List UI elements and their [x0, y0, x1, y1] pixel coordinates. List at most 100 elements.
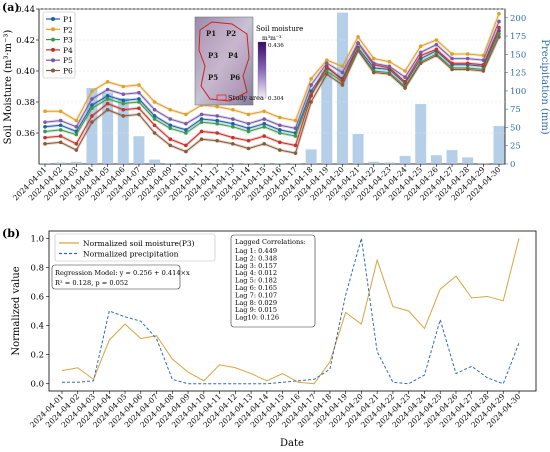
y-tick-label: 0.0 [30, 380, 44, 390]
series-point-p6 [371, 70, 376, 75]
precipitation-bar [446, 150, 458, 164]
series-point-p2 [418, 44, 423, 48]
series-point-p2 [215, 104, 220, 109]
lagged-correlation-line: Lag10: 0.126 [235, 314, 279, 322]
precipitation-bar [368, 161, 380, 164]
panel-b-x-axis-label: Date [280, 438, 304, 449]
right-y-tick-label: 150 [510, 50, 526, 60]
series-point-p6 [168, 143, 173, 148]
series-point-p2 [309, 76, 313, 81]
series-point-p4 [168, 137, 173, 141]
series-point-p2 [324, 58, 329, 62]
right-y-tick-label: 100 [510, 87, 526, 97]
series-point-p1 [43, 125, 47, 129]
series-point-p6 [293, 151, 298, 155]
series-point-p1 [58, 123, 63, 128]
series-point-p5 [137, 90, 141, 95]
legend-label-p5: P5 [63, 56, 73, 65]
series-point-p3 [121, 101, 126, 106]
precipitation-bar [430, 155, 442, 164]
legend-marker-p6 [51, 68, 55, 73]
series-point-p4 [246, 138, 251, 143]
series-point-p5 [434, 42, 439, 47]
precipitation-bar [133, 136, 145, 164]
series-point-p6 [418, 61, 423, 66]
series-point-p3 [231, 125, 235, 129]
series-point-p2 [184, 112, 188, 117]
lagged-correlation-line: Lag 4: 0.012 [235, 269, 277, 277]
series-point-p5 [450, 56, 454, 61]
series-point-p2 [497, 11, 501, 16]
series-point-p1 [371, 66, 376, 70]
series-point-p3 [168, 126, 173, 131]
precipitation-bar [196, 163, 208, 164]
series-point-p6 [309, 100, 313, 104]
legend-label-p4: P4 [63, 46, 73, 55]
lagged-correlation-line: Lag 2: 0.348 [235, 254, 277, 262]
series-point-p4 [450, 61, 454, 66]
series-line-p3 [44, 33, 500, 137]
precipitation-bar [211, 163, 223, 164]
right-y-tick-label: 75 [510, 105, 521, 115]
series-point-p2 [293, 118, 298, 123]
series-line-p5 [44, 21, 500, 129]
series-point-p3 [152, 117, 157, 121]
panel-b: (b) 0.0 0.2 0.4 0.6 0.8 1.0 2024-04-012024-04… [2, 227, 537, 449]
series-point-p6 [43, 142, 47, 146]
precipitation-bar [164, 163, 176, 164]
series-point-p6 [58, 140, 63, 145]
series-point-p4 [58, 134, 63, 138]
legend-label-p2: P2 [63, 25, 73, 34]
series-point-p3 [184, 131, 188, 135]
series-point-p4 [497, 25, 501, 30]
series-point-p3 [215, 121, 220, 126]
series-point-p6 [465, 67, 470, 72]
legend-marker-p1 [51, 17, 55, 21]
series-point-p2 [90, 89, 94, 93]
series-point-p3 [278, 131, 282, 135]
colorbar-min-label: 0.304 [268, 96, 284, 102]
series-point-p6 [356, 49, 360, 53]
inset-title: Soil moisture [256, 25, 303, 33]
inset-colorbar [257, 41, 267, 99]
precipitation-bar [477, 163, 489, 164]
lagged-correlations-title: Lagged Correlations: [235, 238, 306, 246]
y-tick-label: 0.4 [30, 322, 44, 332]
series-line-p2 [45, 13, 500, 122]
inset-map: P1 P2 P3 P4 P5 P6 Soil moisture m³m⁻³ 0.436 0… [194, 16, 303, 106]
series-point-p1 [262, 121, 266, 126]
lagged-correlation-line: Lag 1: 0.449 [235, 247, 277, 255]
inset-point-label: P6 [230, 73, 240, 82]
series-point-p5 [184, 121, 188, 126]
y-tick-label: 0.8 [30, 263, 44, 273]
precipitation-bar [321, 72, 333, 164]
series-point-p2 [137, 83, 141, 87]
panel-b-x-ticks: 2024-04-012024-04-022024-04-032024-04-04… [28, 391, 523, 429]
series-point-p1 [246, 126, 251, 131]
left-y-tick-label: 0.42 [16, 36, 35, 46]
series-point-p6 [246, 146, 251, 151]
series-point-p5 [418, 50, 423, 55]
series-point-p2 [403, 69, 407, 73]
series-point-p5 [387, 64, 392, 69]
regression-model-text: Regression Model: y = 0.256 + 0.414×x [55, 269, 190, 277]
series-point-p5 [262, 117, 266, 121]
study-area-outline [198, 21, 250, 102]
legend-label: Normalized precipitation [83, 250, 179, 259]
lagged-correlation-line: Lag 3: 0.157 [235, 262, 277, 270]
series-point-p6 [387, 72, 392, 76]
colorbar-max-label: 0.436 [268, 43, 284, 49]
series-point-p1 [90, 103, 94, 107]
series-point-p1 [184, 128, 188, 132]
inset-point-label: P1 [206, 29, 216, 38]
series-point-p3 [199, 120, 204, 124]
series-point-p5 [152, 107, 157, 112]
series-point-p5 [215, 114, 220, 118]
panel-a: (a) 0.36 0.38 0.40 0.42 0.44 0 25 50 75 100 125 15… [2, 1, 550, 202]
series-point-p5 [371, 61, 376, 66]
precipitation-bar [274, 163, 286, 164]
precipitation-bar [290, 163, 301, 164]
series-point-p6 [184, 149, 188, 154]
